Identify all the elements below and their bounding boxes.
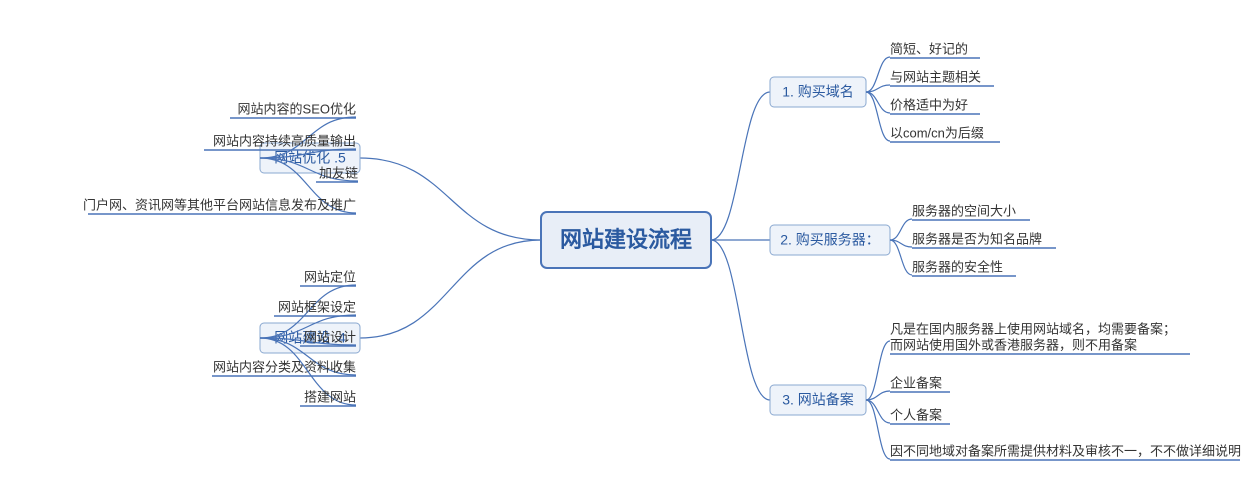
leaf-label: 网站框架设定 [278,299,356,314]
leaf-label: 企业备案 [890,375,942,390]
connector-branch-leaf [890,219,912,240]
connector-root-branch [711,240,770,400]
leaf-label: 因不同地域对备案所需提供材料及审核不一，不不做详细说明 [890,443,1241,458]
leaf-label: 网站定位 [304,269,356,284]
root-label: 网站建设流程 [560,227,692,252]
branch-label-b2: 2. 购买服务器： [780,232,880,248]
leaf-label: 网站内容持续高质量输出 [213,133,356,148]
leaf-label: 网站设计 [304,329,356,344]
connector-root-branch [711,92,770,240]
connector-root-branch [360,158,541,240]
connector-branch-leaf [890,240,912,275]
leaf-label: 凡是在国内服务器上使用网站域名，均需要备案； [890,321,1176,337]
leaf-label: 服务器的空间大小 [912,203,1016,218]
branch-label-b3: 3. 网站备案 [782,392,854,408]
connector-branch-leaf [866,57,890,92]
leaf-label: 简短、好记的 [890,41,968,56]
leaf-label: 服务器是否为知名品牌 [912,231,1042,246]
leaf-label: 价格适中为好 [890,97,968,112]
connector-branch-leaf [866,92,890,141]
connector-root-branch [360,240,541,338]
leaf-label: 服务器的安全性 [912,259,1003,274]
connector-branch-leaf [866,92,890,113]
leaf-label: 与网站主题相关 [890,69,981,84]
connector-branch-leaf [866,400,890,423]
leaf-label: 加友链 [319,165,358,180]
leaf-label: 搭建网站 [304,389,356,404]
leaf-label: 网站内容的SEO优化 [238,101,356,116]
leaf-label: 门户网、资讯网等其他平台网站信息发布及推广 [83,197,356,212]
leaf-label: 个人备案 [890,407,942,422]
leaf-label: 网站内容分类及资料收集 [213,359,356,374]
connector-branch-leaf [866,400,890,459]
branch-label-b1: 1. 购买域名 [782,84,854,100]
mindmap-canvas: 网站建设流程 1. 购买域名 简短、好记的与网站主题相关价格适中为好以com/cn为… [0,0,1252,500]
branch-label-b5: 网站优化 .5 [274,150,346,166]
leaf-label: 以com/cn为后缀 [890,125,984,140]
leaf-label-line2: 而网站使用国外或香港服务器，则不用备案 [890,337,1137,352]
